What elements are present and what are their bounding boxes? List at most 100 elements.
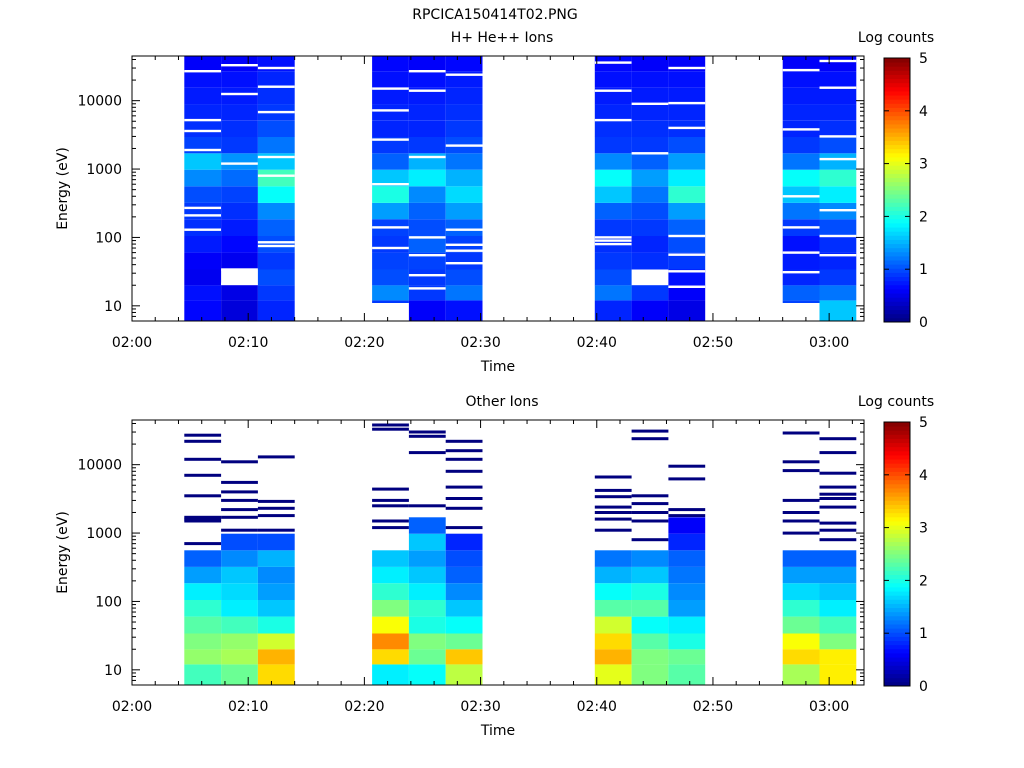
data-cell bbox=[445, 120, 483, 137]
data-cell bbox=[782, 600, 820, 617]
data-cell bbox=[668, 104, 706, 121]
data-cell bbox=[445, 87, 483, 105]
data-cell bbox=[408, 236, 446, 253]
data-line bbox=[594, 488, 632, 492]
data-cell bbox=[631, 202, 669, 220]
colorbar-tick-label: 0 bbox=[919, 315, 928, 331]
data-cell bbox=[408, 533, 446, 551]
data-cell bbox=[184, 120, 222, 137]
data-cell bbox=[631, 633, 669, 650]
colorbar-swatch bbox=[884, 512, 910, 518]
data-gap bbox=[372, 109, 409, 112]
data-cell bbox=[594, 300, 632, 321]
data-cell bbox=[819, 633, 857, 650]
data-line bbox=[184, 519, 222, 523]
colorbar-swatch bbox=[884, 119, 910, 125]
data-line bbox=[184, 473, 222, 477]
data-cell bbox=[408, 517, 446, 534]
data-cell bbox=[408, 56, 446, 72]
data-cell bbox=[221, 136, 258, 154]
plot-frame bbox=[131, 55, 865, 322]
colorbar-swatch bbox=[884, 434, 910, 439]
colorbar-swatch bbox=[884, 235, 910, 240]
colorbar-swatch bbox=[884, 628, 910, 633]
data-gap bbox=[408, 70, 446, 73]
data-cell bbox=[257, 269, 295, 286]
data-line bbox=[184, 457, 222, 461]
data-cell bbox=[819, 285, 857, 301]
colorbar-swatch bbox=[884, 173, 910, 179]
data-line bbox=[257, 514, 295, 518]
colorbar-swatch bbox=[884, 78, 910, 84]
data-cell bbox=[221, 600, 258, 617]
colorbar-swatch bbox=[884, 471, 910, 477]
data-cell bbox=[372, 252, 409, 270]
data-cell bbox=[257, 236, 295, 253]
data-cell bbox=[782, 236, 820, 253]
colorbar-swatch bbox=[884, 562, 910, 567]
data-cell bbox=[184, 56, 222, 72]
data-cell bbox=[221, 153, 258, 170]
data-cell bbox=[782, 664, 820, 685]
data-line bbox=[631, 494, 669, 498]
data-cell bbox=[257, 219, 295, 236]
colorbar-swatch bbox=[884, 640, 910, 646]
data-gap bbox=[819, 209, 857, 212]
colorbar-swatch bbox=[884, 198, 910, 203]
colorbar-swatch bbox=[884, 58, 910, 63]
colorbar-swatch bbox=[884, 152, 910, 158]
colorbar-swatch bbox=[884, 570, 910, 576]
data-line bbox=[782, 460, 820, 464]
data-cell bbox=[372, 616, 409, 634]
data-line bbox=[445, 506, 483, 510]
data-line bbox=[631, 519, 669, 523]
data-gap bbox=[221, 64, 258, 67]
data-line bbox=[631, 502, 669, 506]
data-gap bbox=[257, 66, 295, 70]
colorbar-swatch bbox=[884, 558, 910, 563]
data-line bbox=[184, 515, 222, 519]
data-gap bbox=[668, 126, 706, 130]
colorbar-swatch bbox=[884, 438, 910, 444]
data-cell bbox=[184, 664, 222, 685]
data-line bbox=[445, 526, 483, 530]
colorbar-tick-label: 2 bbox=[919, 573, 928, 589]
colorbar-swatch bbox=[884, 107, 910, 113]
data-cell bbox=[221, 56, 258, 72]
data-gap bbox=[668, 101, 706, 105]
y-axis-label: Energy (eV) bbox=[55, 511, 71, 594]
data-gap bbox=[782, 195, 820, 198]
y-tick-label: 10 bbox=[104, 299, 122, 315]
data-gap bbox=[221, 282, 258, 285]
data-cell bbox=[257, 153, 295, 170]
data-cell bbox=[445, 533, 483, 551]
data-cell bbox=[372, 136, 409, 154]
colorbar-swatch bbox=[884, 301, 910, 306]
data-gap bbox=[668, 234, 706, 238]
colorbar-swatch bbox=[884, 525, 910, 530]
colorbar-swatch bbox=[884, 537, 910, 543]
colorbar-swatch bbox=[884, 500, 910, 505]
data-line bbox=[631, 538, 669, 542]
data-line bbox=[819, 437, 857, 441]
data-cell bbox=[257, 633, 295, 650]
data-line bbox=[184, 494, 222, 498]
data-cell bbox=[221, 550, 258, 567]
colorbar-swatch bbox=[884, 529, 910, 534]
data-cell bbox=[631, 120, 669, 137]
data-cell bbox=[782, 583, 820, 600]
colorbar-tick-label: 3 bbox=[919, 521, 928, 537]
data-cell bbox=[257, 550, 295, 567]
data-cell bbox=[594, 285, 632, 301]
colorbar-tick-label: 4 bbox=[919, 468, 928, 484]
data-line bbox=[594, 505, 632, 509]
data-cell bbox=[594, 633, 632, 650]
data-cell bbox=[631, 186, 669, 203]
data-cell bbox=[782, 87, 820, 105]
data-cell bbox=[631, 285, 669, 301]
colorbar-swatch bbox=[884, 455, 910, 460]
data-cell bbox=[184, 649, 222, 665]
data-line bbox=[631, 437, 669, 441]
colorbar-swatch bbox=[884, 644, 910, 650]
data-cell bbox=[668, 517, 706, 534]
